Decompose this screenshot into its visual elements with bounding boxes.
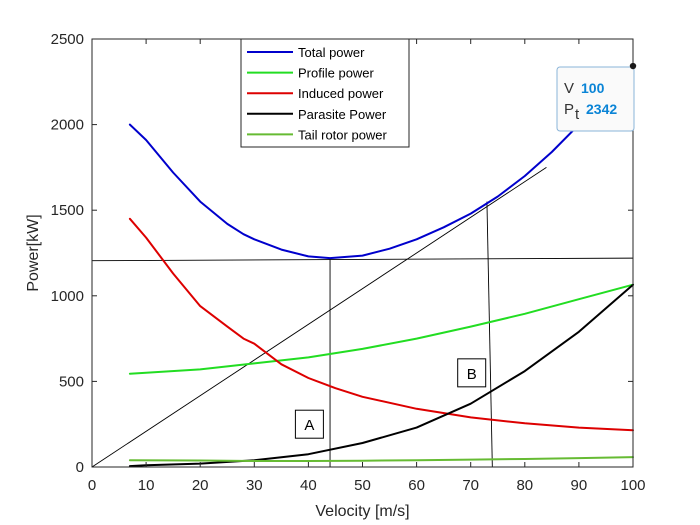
y-tick-label: 2500 (51, 31, 84, 48)
series-line-total-power (128, 65, 634, 260)
legend-label: Profile power (298, 66, 375, 81)
series-line-tail-rotor-power (128, 456, 634, 462)
legend: Total power Profile power Induced power Par… (240, 38, 410, 148)
datatip-y-key-subscript: t (575, 106, 580, 123)
annotations: AB (294, 358, 487, 439)
y-tick-label: 2000 (51, 117, 84, 134)
y-tick-label: 500 (59, 373, 84, 390)
x-tick-label: 10 (138, 477, 155, 494)
x-tick-label: 80 (516, 477, 533, 494)
x-axis-title: Velocity [m/s] (315, 503, 409, 520)
x-tick-label: 30 (246, 477, 263, 494)
x-tick-label: 70 (462, 477, 479, 494)
legend-label: Tail rotor power (298, 127, 388, 142)
reference-line-1 (91, 257, 634, 262)
x-tick-label: 0 (88, 477, 96, 494)
y-tick-label: 1500 (51, 202, 84, 219)
legend-label: Induced power (298, 86, 384, 101)
annotation-box (457, 358, 487, 388)
datatip-box (556, 66, 635, 132)
legend-label: Total power (298, 45, 365, 60)
legend-label: Parasite Power (298, 107, 387, 122)
x-tick-label: 60 (408, 477, 425, 494)
annotation-label: A (304, 417, 314, 434)
annotation-box (294, 409, 324, 439)
y-axis-title: Power[kW] (25, 214, 42, 291)
datatip-marker[interactable] (629, 62, 637, 70)
datatip-x-value: 100 (581, 80, 605, 96)
x-tick-label: 40 (300, 477, 317, 494)
datatip-x-key: V (564, 80, 574, 97)
reference-line-4 (486, 201, 493, 468)
x-tick-label: 90 (571, 477, 588, 494)
y-tick-label: 0 (76, 459, 84, 476)
y-tick-label: 1000 (51, 288, 84, 305)
datatip-y-key: P (564, 101, 574, 118)
annotation-label: B (467, 366, 477, 383)
series-line-parasite-power (128, 283, 634, 468)
series-line-profile-power (128, 283, 634, 375)
series-line-induced-power (128, 217, 634, 432)
x-tick-label: 50 (354, 477, 371, 494)
x-tick-label: 100 (620, 477, 645, 494)
reference-line-2 (91, 167, 547, 468)
datatip[interactable]: V 100 P t 2342 (556, 62, 637, 132)
datatip-y-value: 2342 (586, 101, 617, 117)
x-tick-label: 20 (192, 477, 209, 494)
